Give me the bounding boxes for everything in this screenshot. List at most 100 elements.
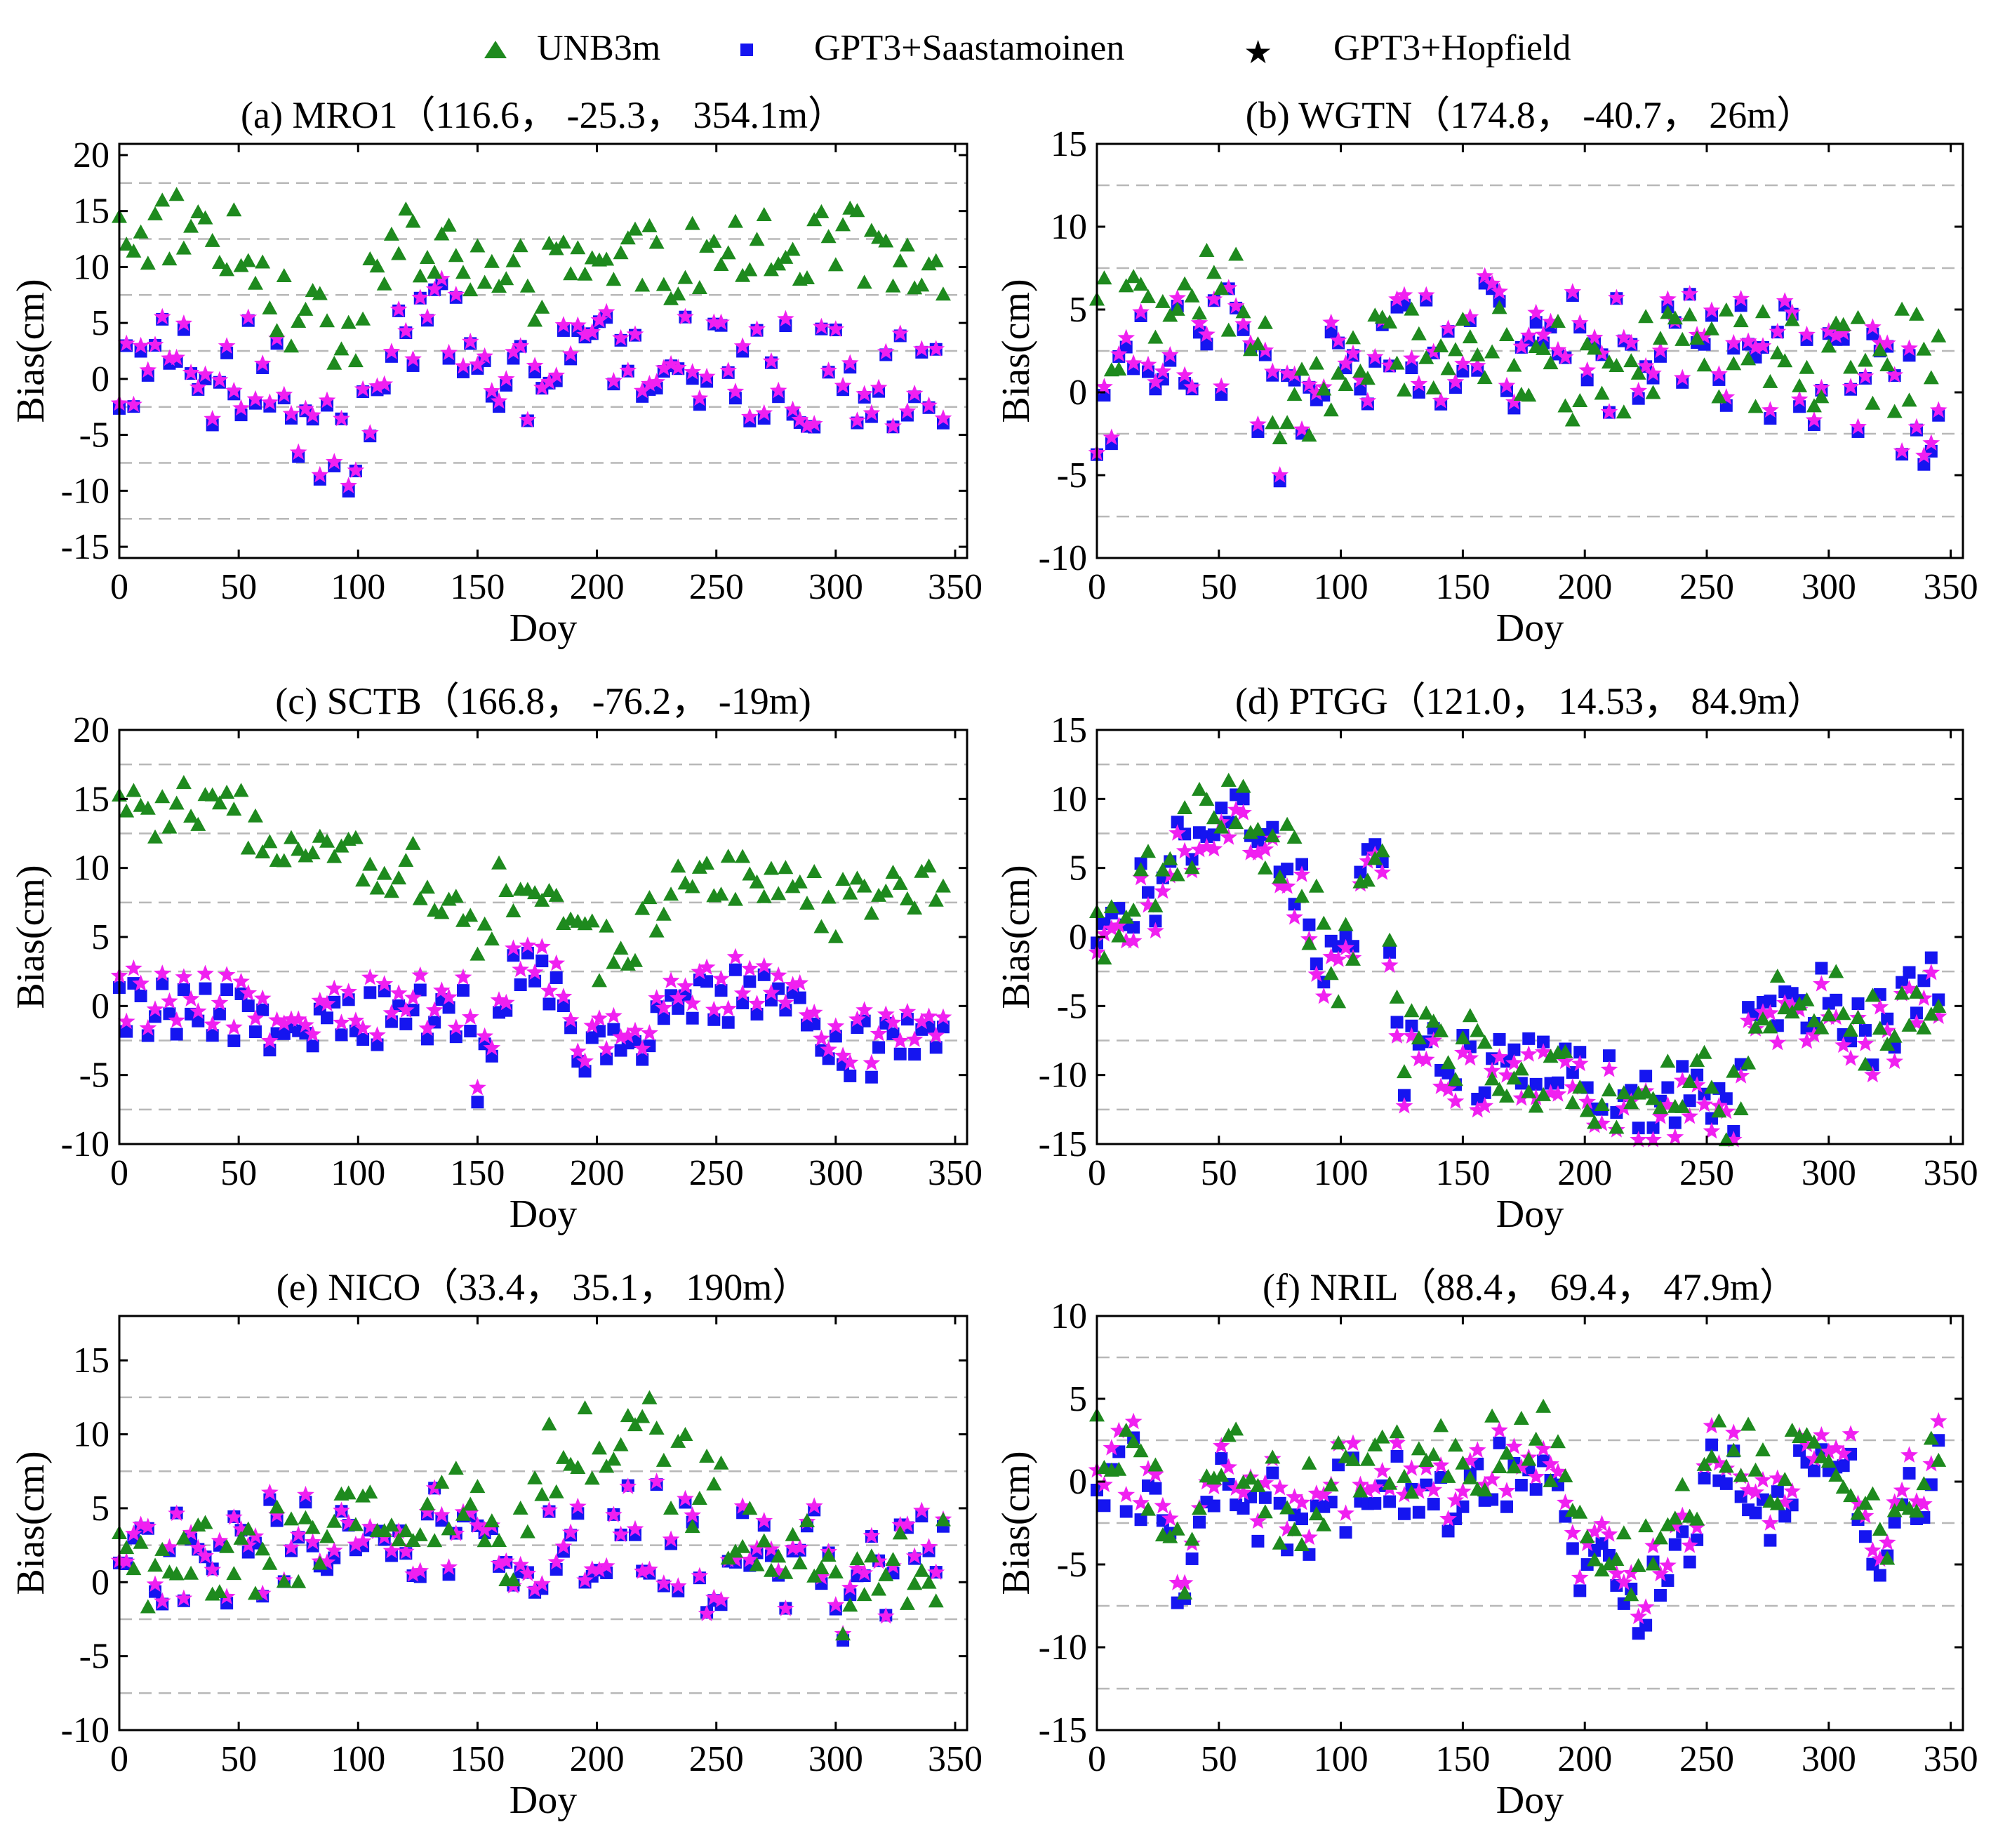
point-unb3m (1177, 276, 1193, 291)
point-gpt3-hopfield (361, 1517, 379, 1535)
point-unb3m (1879, 1037, 1896, 1051)
point-unb3m (856, 274, 872, 289)
point-gpt3-hopfield (898, 1002, 917, 1020)
point-unb3m (1660, 305, 1676, 319)
point-gpt3-hopfield (1798, 326, 1816, 343)
point-unb3m (835, 872, 851, 886)
point-gpt3-hopfield (325, 453, 343, 470)
point-gpt3-hopfield (1630, 1131, 1647, 1148)
point-gpt3-hopfield (1929, 1412, 1947, 1429)
point-unb3m (599, 918, 615, 933)
point-gpt3-hopfield (576, 1571, 594, 1588)
point-gpt3-hopfield (1154, 362, 1172, 379)
point-unb3m (1293, 1536, 1310, 1551)
point-gpt3-hopfield (304, 1533, 321, 1550)
point-gpt3-hopfield (168, 1504, 185, 1522)
point-gpt3-saastamoinen (220, 983, 234, 997)
point-gpt3-hopfield (311, 992, 329, 1009)
point-gpt3-hopfield (590, 1561, 608, 1578)
point-unb3m (648, 923, 665, 938)
point-gpt3-hopfield (1329, 331, 1347, 348)
point-gpt3-hopfield (1900, 339, 1918, 356)
point-unb3m (1594, 1562, 1610, 1577)
point-gpt3-saastamoinen (248, 1025, 262, 1038)
point-gpt3-hopfield (1564, 1078, 1582, 1095)
point-unb3m (892, 1525, 908, 1540)
point-unb3m (383, 884, 399, 898)
point-gpt3-saastamoinen (578, 1065, 592, 1078)
point-unb3m (412, 268, 428, 283)
point-gpt3-hopfield (741, 408, 759, 425)
point-gpt3-hopfield (1534, 326, 1552, 343)
point-unb3m (648, 234, 665, 249)
point-unb3m (1191, 781, 1207, 796)
point-unb3m (778, 1564, 794, 1579)
point-gpt3-hopfield (1747, 1483, 1764, 1500)
point-gpt3-hopfield (934, 409, 952, 426)
point-gpt3-hopfield (490, 1555, 508, 1571)
y-tick-label: 15 (1051, 124, 1087, 164)
point-gpt3-hopfield (1234, 804, 1252, 820)
point-unb3m (749, 1557, 765, 1571)
point-unb3m (1242, 342, 1258, 357)
point-gpt3-hopfield (576, 1052, 594, 1069)
point-gpt3-saastamoinen (929, 1041, 943, 1054)
point-unb3m (871, 1581, 887, 1596)
point-unb3m (247, 1586, 263, 1600)
point-gpt3-hopfield (748, 995, 766, 1011)
point-gpt3-saastamoinen (1192, 1515, 1206, 1529)
point-unb3m (1323, 966, 1339, 980)
x-tick-label: 200 (1557, 1153, 1612, 1193)
point-gpt3-saastamoinen (1764, 1534, 1777, 1547)
point-unb3m (498, 883, 514, 898)
point-gpt3-hopfield (1769, 1033, 1787, 1051)
point-gpt3-hopfield (669, 359, 687, 375)
point-unb3m (1382, 314, 1398, 329)
point-unb3m (699, 239, 715, 253)
point-gpt3-hopfield (863, 404, 881, 421)
point-unb3m (1111, 361, 1127, 376)
point-gpt3-hopfield (1564, 1524, 1582, 1541)
point-unb3m (1543, 355, 1559, 370)
point-gpt3-saastamoinen (1522, 1032, 1536, 1045)
point-unb3m (1557, 1044, 1573, 1058)
point-unb3m (1674, 1477, 1691, 1491)
point-gpt3-hopfield (798, 1006, 816, 1023)
point-unb3m (369, 258, 385, 273)
point-unb3m (785, 241, 801, 256)
point-gpt3-hopfield (898, 402, 917, 419)
point-gpt3-saastamoinen (1837, 1459, 1850, 1473)
point-unb3m (161, 251, 178, 266)
point-gpt3-hopfield (533, 1575, 551, 1592)
point-unb3m (584, 1470, 600, 1485)
point-unb3m (1536, 1086, 1552, 1101)
point-gpt3-hopfield (447, 1524, 465, 1541)
point-gpt3-hopfield (1644, 1536, 1662, 1554)
point-gpt3-saastamoinen (1668, 1116, 1682, 1129)
point-gpt3-hopfield (461, 1504, 479, 1521)
point-unb3m (1308, 355, 1324, 370)
point-gpt3-hopfield (168, 1011, 185, 1028)
point-unb3m (1726, 1063, 1742, 1078)
star-marker-icon: ★ (1244, 34, 1272, 70)
point-unb3m (126, 783, 142, 797)
point-gpt3-hopfield (798, 416, 816, 434)
point-gpt3-hopfield (1790, 390, 1809, 407)
point-gpt3-hopfield (927, 340, 945, 357)
point-gpt3-hopfield (1286, 908, 1303, 925)
point-gpt3-hopfield (1278, 1520, 1296, 1537)
point-unb3m (355, 1488, 371, 1503)
point-gpt3-hopfield (733, 337, 752, 354)
x-tick-label: 350 (1924, 567, 1978, 607)
point-unb3m (441, 218, 457, 232)
point-gpt3-hopfield (275, 385, 293, 403)
point-unb3m (1857, 1056, 1873, 1071)
point-gpt3-hopfield (561, 1523, 580, 1541)
point-unb3m (355, 311, 371, 326)
point-gpt3-hopfield (1103, 428, 1121, 445)
point-unb3m (484, 931, 500, 946)
point-gpt3-hopfield (891, 1032, 910, 1049)
point-unb3m (1506, 1459, 1522, 1474)
point-gpt3-hopfield (813, 1568, 830, 1585)
point-unb3m (1477, 1035, 1493, 1049)
